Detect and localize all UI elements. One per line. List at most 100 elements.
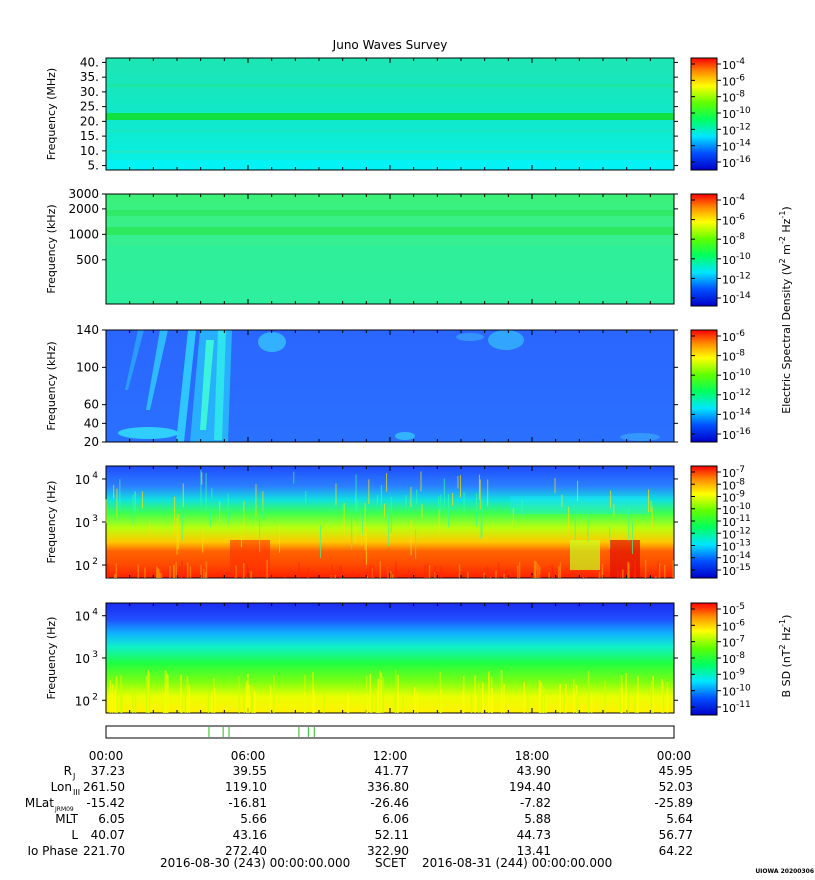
- panel-5-spectrogram: [105, 602, 675, 714]
- y-axis-label: Frequency (kHz): [45, 341, 58, 430]
- x-tick-label: 18:00: [515, 749, 550, 763]
- colorbar-label-exp: -16: [736, 155, 751, 165]
- colorbar-label: 10: [722, 195, 736, 208]
- colorbar-label-exp: -16: [736, 427, 751, 437]
- footer-scet-label: SCET: [375, 856, 407, 870]
- ephemeris-value: -26.46: [370, 796, 409, 810]
- colorbar-label-exp: -5: [736, 602, 745, 612]
- colorbar-label-exp: -14: [736, 291, 751, 301]
- colorbar-label-exp: -7: [736, 635, 745, 645]
- y-tick-label: 30.: [80, 85, 99, 99]
- ephemeris-value: 52.11: [375, 828, 409, 842]
- colorbar-label-exp: -10: [736, 252, 751, 262]
- ephemeris-value: 336.80: [367, 780, 409, 794]
- mode-bar: [105, 725, 675, 739]
- y-tick-label: 10: [75, 559, 90, 573]
- ephemeris-value: 5.88: [524, 812, 551, 826]
- axis-ticks: [102, 58, 721, 737]
- ephemeris-value: 45.95: [659, 764, 693, 778]
- y-tick-label: 10: [75, 694, 90, 708]
- colorbar-4: [690, 465, 718, 579]
- y-tick-label: 10: [75, 473, 90, 487]
- colorbar-label-exp: -8: [736, 90, 745, 100]
- colorbar-label: 10: [722, 702, 736, 715]
- colorbar-label: 10: [722, 479, 736, 492]
- colorbar-label: 10: [722, 273, 736, 286]
- ephemeris-value: 5.66: [240, 812, 267, 826]
- colorbar-label: 10: [722, 686, 736, 699]
- y-tick-label: 10.: [80, 144, 99, 158]
- y-tick-label: 100: [76, 360, 99, 374]
- ephemeris-label: MLat: [25, 796, 54, 810]
- y-tick-label: 500: [76, 253, 99, 267]
- ephemeris-value: 43.90: [517, 764, 551, 778]
- colorbar-label-exp: -14: [736, 551, 751, 561]
- ephemeris-value: 41.77: [375, 764, 409, 778]
- ephemeris-value: 6.05: [98, 812, 125, 826]
- y-axis-label: Frequency (Hz): [45, 481, 58, 564]
- ephemeris-value: 44.73: [517, 828, 551, 842]
- ephemeris-value: -15.42: [86, 796, 125, 810]
- ephemeris-value: 194.40: [509, 780, 551, 794]
- colorbar-label: 10: [722, 293, 736, 306]
- ephemeris-label: R: [64, 764, 72, 778]
- colorbar-label: 10: [722, 504, 736, 517]
- colorbar-label-exp: -12: [736, 526, 751, 536]
- colorbar-5: [690, 602, 718, 716]
- colorbar-label-exp: -8: [736, 349, 745, 359]
- y-tick-label: 10: [75, 652, 90, 666]
- ephemeris-value: 272.40: [225, 844, 267, 858]
- y-tick-label: 35.: [80, 70, 99, 84]
- panel-3-spectrogram: [105, 329, 675, 443]
- colorbar-label-exp: -12: [736, 122, 751, 132]
- ephemeris-value: 6.06: [382, 812, 409, 826]
- y-tick-label: 2000: [68, 202, 99, 216]
- colorbar-label: 10: [722, 604, 736, 617]
- ephemeris-value: -16.81: [228, 796, 267, 810]
- panel-1-spectrogram: [105, 57, 675, 171]
- colorbar-label: 10: [722, 653, 736, 666]
- colorbar-label-exp: -4: [736, 57, 745, 67]
- x-tick-label: 06:00: [231, 749, 266, 763]
- y-tick-label-exp: 4: [92, 608, 98, 618]
- colorbar-label: 10: [722, 331, 736, 344]
- colorbar-3: [690, 329, 718, 443]
- colorbar-label: 10: [722, 234, 736, 247]
- ephemeris-label-sub: III: [73, 788, 80, 797]
- ephemeris-value: 56.77: [659, 828, 693, 842]
- colorbar-label: 10: [722, 620, 736, 633]
- colorbar-2: [690, 193, 718, 307]
- colorbar-label-exp: -10: [736, 106, 751, 116]
- panel-2-band-upper: [106, 210, 674, 216]
- colorbar-label-exp: -11: [736, 700, 751, 710]
- ephemeris-value: 13.41: [517, 844, 551, 858]
- colorbar-label: 10: [722, 467, 736, 480]
- colorbar-label: 10: [722, 157, 736, 170]
- colorbar-label: 10: [722, 124, 736, 137]
- colorbar-label-exp: -6: [736, 73, 745, 83]
- y-tick-label: 60: [84, 398, 99, 412]
- ephemeris-value: -7.82: [520, 796, 551, 810]
- y-tick-label: 10: [75, 610, 90, 624]
- y-tick-label: 1000: [68, 227, 99, 241]
- ephemeris-value: 64.22: [659, 844, 693, 858]
- ephemeris-value: 37.23: [91, 764, 125, 778]
- colorbar-label: 10: [722, 553, 736, 566]
- y-tick-label: 40: [84, 416, 99, 430]
- ephemeris-label: MLT: [55, 812, 78, 826]
- ephemeris-value: -25.89: [654, 796, 693, 810]
- colorbar-label-exp: -9: [736, 490, 745, 500]
- y-tick-label: 15.: [80, 129, 99, 143]
- colorbar-label-exp: -11: [736, 514, 751, 524]
- x-tick-label: 00:00: [89, 749, 124, 763]
- colorbar-label-exp: -12: [736, 271, 751, 281]
- colorbar-label-exp: -15: [736, 563, 751, 573]
- y-axis-label: Frequency (MHz): [45, 68, 58, 160]
- colorbar-label: 10: [722, 390, 736, 403]
- colorbar-label: 10: [722, 429, 736, 442]
- colorbar-label: 10: [722, 541, 736, 554]
- colorbar-label: 10: [722, 59, 736, 72]
- colorbar-label-exp: -10: [736, 684, 751, 694]
- colorbar-1: [690, 57, 718, 171]
